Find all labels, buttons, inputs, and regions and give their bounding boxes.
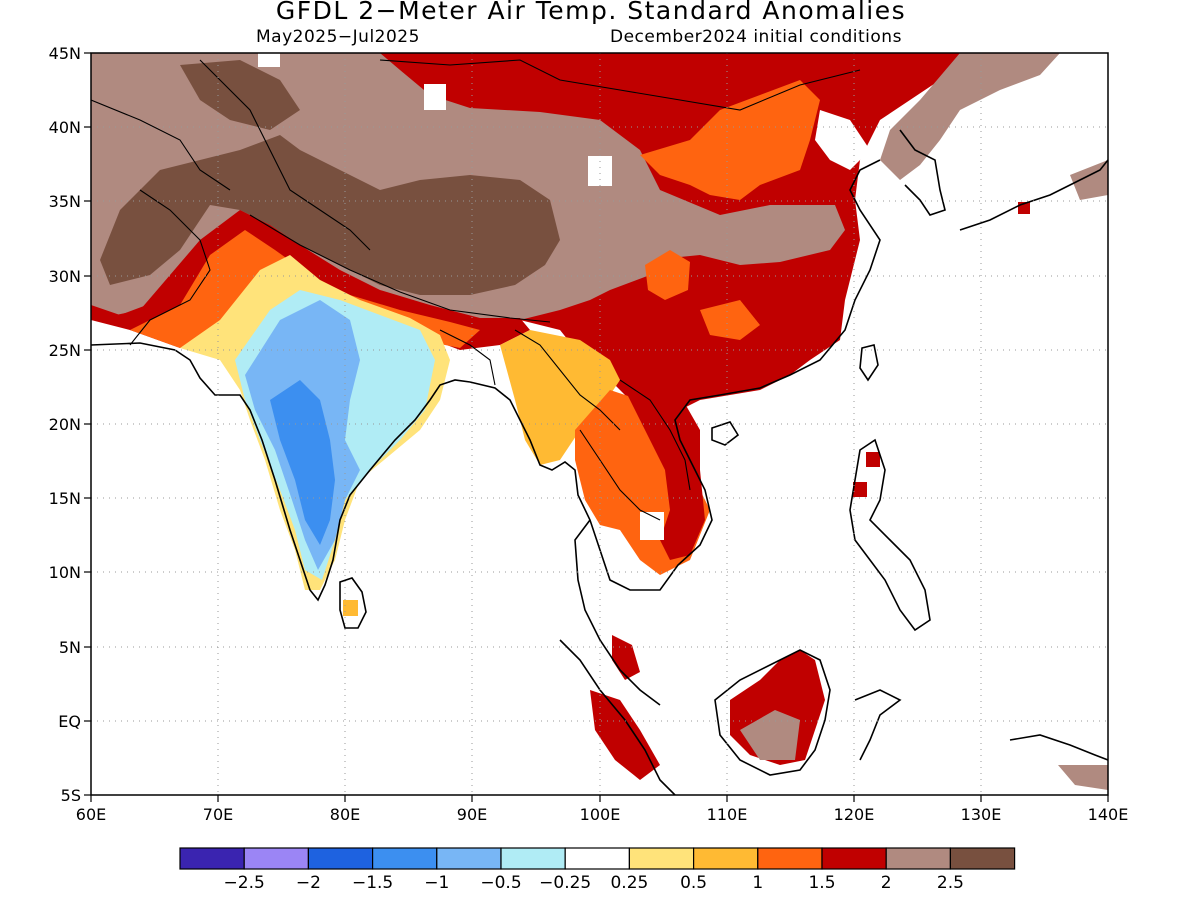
- colorbar-label: 2: [881, 873, 892, 893]
- anomaly-fill-layer: [91, 53, 1108, 790]
- colorbar-label: −0.5: [480, 873, 521, 893]
- lat-label-20n: 20N: [49, 415, 81, 434]
- border-china-west: [199, 59, 371, 251]
- border-himalaya: [249, 214, 551, 323]
- lat-label-45n: 45N: [49, 44, 81, 63]
- anomaly-region-brown-dark-tibet: [100, 135, 560, 295]
- coastline-malay-peninsula: [574, 519, 661, 706]
- colorbar-swatch: [757, 847, 823, 870]
- colorbar-swatch: [307, 847, 374, 870]
- anomaly-region-white-1: [588, 156, 612, 186]
- lon-label-70e: 70E: [203, 805, 233, 824]
- colorbar-swatch: [500, 847, 566, 870]
- anomaly-region-white-2: [424, 84, 446, 110]
- coastline-japan: [959, 159, 1108, 231]
- colorbar-swatch: [564, 847, 631, 870]
- lon-label-110e: 110E: [707, 805, 748, 824]
- anomaly-region-brown-dark-north: [180, 60, 300, 130]
- lon-label-120e: 120E: [834, 805, 875, 824]
- lon-label-130e: 130E: [961, 805, 1002, 824]
- anomaly-region-malaysia-red: [612, 635, 640, 680]
- coastline-sumatra: [559, 639, 676, 795]
- lat-label-25n: 25N: [49, 341, 81, 360]
- colorbar-label: 2.5: [937, 873, 964, 893]
- anomaly-region-white-3: [258, 53, 280, 67]
- anomaly-region-indochina-dark-red: [620, 370, 705, 560]
- colorbar-swatch: [821, 847, 887, 870]
- longitude-axis: 60E 70E 80E 90E 100E 110E 120E 130E 140E: [76, 795, 1129, 824]
- border-pakistan: [129, 189, 211, 346]
- colorbar-label: 0.5: [680, 873, 707, 893]
- initial-conditions: December2024 initial conditions: [610, 27, 902, 47]
- lat-label-15n: 15N: [49, 489, 81, 508]
- border-laos-vietnam: [619, 379, 691, 491]
- lat-label-10n: 10N: [49, 563, 81, 582]
- colorbar-label: −2: [296, 873, 321, 893]
- colorbar-label: 0.25: [610, 873, 648, 893]
- anomaly-region-srilanka-orange: [343, 600, 358, 616]
- anomaly-region-orange-sw-china-1: [645, 250, 690, 300]
- lat-label-eq: EQ: [58, 712, 81, 731]
- lon-label-90e: 90E: [457, 805, 487, 824]
- anomaly-region-borneo-brown: [740, 710, 800, 760]
- map-title: GFDL 2−Meter Air Temp. Standard Anomalie…: [275, 0, 907, 25]
- border-mongolia: [379, 59, 861, 111]
- lat-label-5n: 5N: [59, 638, 81, 657]
- anomaly-region-indochina-light-orange: [500, 330, 620, 465]
- colorbar-swatch: [243, 847, 309, 870]
- anomaly-region-sumatra-red: [590, 690, 660, 780]
- colorbar: −2.5 −2 −1.5 −1 −0.5 −0.25 0.25 0.5 1 1.5 2 2.5: [179, 847, 1016, 893]
- lat-label-35n: 35N: [49, 192, 81, 211]
- coastline-bay-of-bengal: [469, 159, 881, 591]
- coastline-new-guinea: [1009, 734, 1108, 761]
- coastline-india: [91, 342, 471, 602]
- latitude-axis: 45N 40N 35N 30N 25N 20N 15N 10N 5N EQ 5S: [49, 44, 91, 805]
- border-thailand: [579, 429, 661, 521]
- coastline-taiwan: [859, 344, 879, 382]
- colorbar-swatch: [436, 847, 502, 870]
- lat-label-5s: 5S: [61, 786, 81, 805]
- lon-label-140e: 140E: [1088, 805, 1129, 824]
- colorbar-label: 1.5: [808, 873, 835, 893]
- anomaly-region-india-blue: [270, 380, 335, 545]
- coastline-borneo: [714, 649, 831, 776]
- gridlines: [91, 53, 1108, 795]
- colorbar-label: 1: [752, 873, 763, 893]
- anomaly-region-orange-north: [640, 80, 820, 200]
- lon-label-100e: 100E: [580, 805, 621, 824]
- colorbar-swatch: [179, 847, 245, 870]
- colorbar-label: −2.5: [224, 873, 265, 893]
- anomaly-region-philippines-red-1: [866, 452, 880, 467]
- coastline-hainan: [711, 421, 740, 446]
- lat-label-30n: 30N: [49, 267, 81, 286]
- anomaly-region-orange-sw-china-2: [700, 300, 760, 340]
- coastline-sulawesi: [854, 689, 902, 761]
- lon-label-80e: 80E: [330, 805, 360, 824]
- anomaly-region-philippines-red-2: [853, 482, 867, 497]
- lat-label-40n: 40N: [49, 118, 81, 137]
- anomaly-region-brown-light-ne: [880, 53, 1060, 180]
- colorbar-swatch: [628, 847, 695, 870]
- coastline-philippines: [849, 438, 931, 632]
- lon-label-60e: 60E: [76, 805, 106, 824]
- border-central-asia: [91, 99, 231, 191]
- colorbar-swatch: [692, 847, 759, 870]
- border-layer: [91, 59, 861, 521]
- colorbar-swatch: [372, 847, 438, 870]
- colorbar-swatch: [885, 847, 952, 870]
- forecast-period: May2025−Jul2025: [256, 27, 420, 47]
- colorbar-swatch: [949, 847, 1016, 870]
- coastline-korea: [899, 129, 946, 216]
- colorbar-label: −0.25: [539, 873, 591, 893]
- border-bangladesh: [439, 329, 496, 386]
- border-myanmar: [514, 329, 621, 431]
- anomaly-region-white-coast: [815, 110, 870, 170]
- coastline-layer: [91, 129, 1108, 795]
- colorbar-label: −1.5: [352, 873, 393, 893]
- coastline-sri-lanka: [339, 577, 367, 629]
- colorbar-label: −1: [424, 873, 449, 893]
- anomaly-region-ng-brown: [1058, 765, 1108, 790]
